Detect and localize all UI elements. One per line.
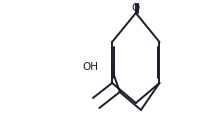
Text: OH: OH [82,62,98,72]
Text: O: O [132,3,140,13]
